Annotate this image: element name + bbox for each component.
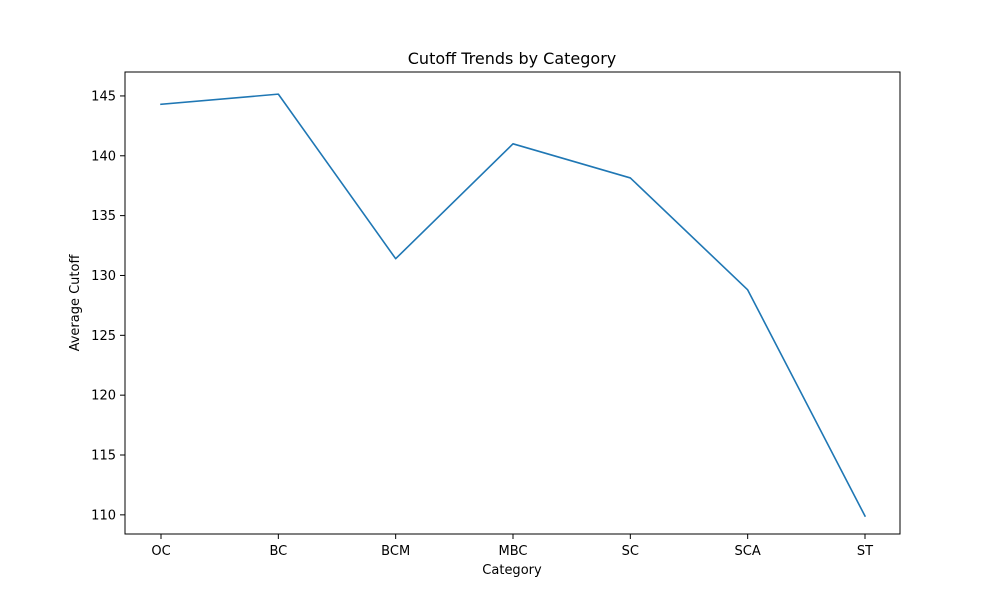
- x-tick-label: SC: [622, 544, 639, 559]
- y-tick-label: 135: [91, 209, 116, 224]
- plot-frame: [124, 71, 901, 535]
- x-tick-label: OC: [151, 544, 170, 559]
- y-tick-label: 115: [91, 449, 116, 464]
- plot-area: 110 115 120 125 130 135 140 145 OC BC BCM MBC SC SCA S…: [91, 71, 901, 559]
- y-tick-label: 110: [91, 508, 116, 523]
- y-tick-label: 130: [91, 269, 116, 284]
- x-tick-label: MBC: [499, 544, 528, 559]
- x-tick-label: ST: [857, 544, 873, 559]
- x-tick-label: BCM: [381, 544, 410, 559]
- y-axis-label: Average Cutoff: [68, 254, 83, 352]
- x-tick-label: BC: [269, 544, 287, 559]
- y-tick-label: 125: [91, 329, 116, 344]
- y-tick-label: 145: [91, 89, 116, 104]
- chart-title: Cutoff Trends by Category: [408, 49, 617, 68]
- x-tick-label: SCA: [735, 544, 761, 559]
- y-tick-label: 120: [91, 389, 116, 404]
- y-tick-label: 140: [91, 149, 116, 164]
- x-axis-label: Category: [482, 563, 542, 578]
